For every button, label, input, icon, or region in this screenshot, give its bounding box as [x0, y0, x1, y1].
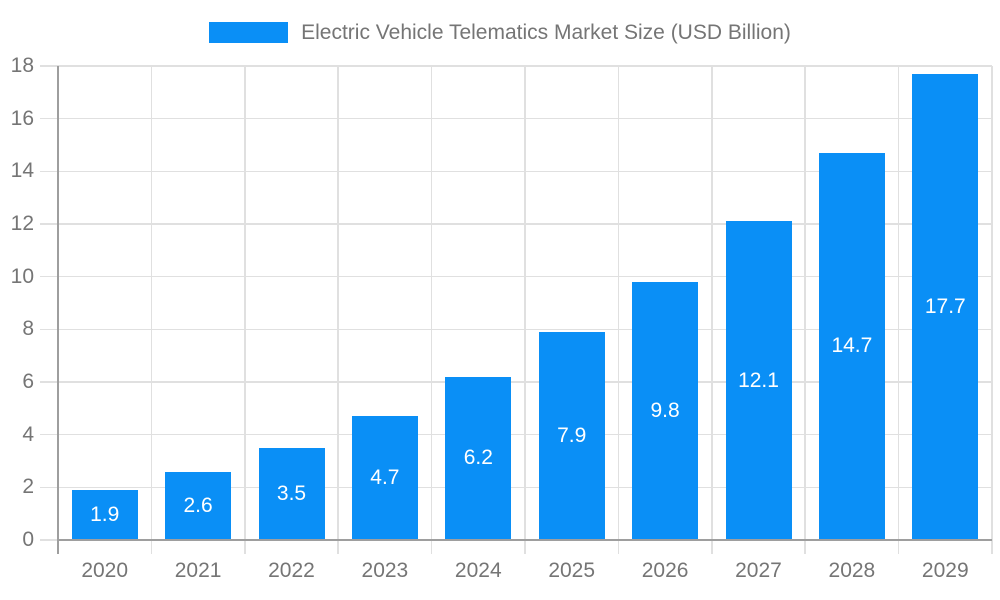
x-axis-tick-label: 2024: [454, 559, 502, 582]
x-gridline: [711, 66, 713, 554]
y-axis-tick-label: 12: [10, 212, 34, 235]
y-gridline: [40, 170, 992, 173]
y-gridline: [40, 539, 58, 541]
y-gridline: [40, 117, 992, 120]
x-gridline: [804, 66, 806, 554]
bar-value-label: 14.7: [831, 334, 873, 358]
bar: 14.7: [818, 152, 885, 540]
legend-color-swatch: [209, 22, 289, 43]
y-gridline: [40, 275, 992, 278]
y-axis-tick-label: 2: [22, 475, 34, 499]
y-gridline: [40, 486, 992, 489]
x-gridline: [150, 66, 153, 554]
y-axis-tick-label: 18: [10, 54, 34, 77]
x-gridline: [897, 66, 900, 554]
y-axis-tick-label: 8: [22, 317, 34, 341]
y-axis-tick-label: 16: [10, 106, 34, 130]
bar-value-label: 12.1: [738, 368, 779, 392]
bar-value-label: 17.7: [924, 294, 966, 318]
bar: 1.9: [71, 489, 138, 540]
bar: 2.6: [165, 471, 232, 540]
bar-value-label: 4.7: [370, 466, 400, 490]
x-axis-tick-label: 2028: [828, 559, 876, 582]
x-gridline: [244, 66, 246, 554]
bar: 6.2: [445, 376, 512, 540]
y-gridline: [40, 328, 992, 331]
y-axis-tick-label: 4: [22, 422, 34, 446]
bar: 9.8: [632, 281, 699, 540]
y-gridline: [40, 65, 992, 67]
x-axis-tick-label: 2029: [921, 559, 969, 582]
legend: Electric Vehicle Telematics Market Size …: [0, 21, 1000, 44]
y-gridline: [40, 223, 992, 225]
y-axis-tick-label: 10: [10, 264, 34, 288]
y-axis-tick-label: 0: [22, 528, 34, 551]
y-axis-line: [57, 66, 59, 554]
x-axis-line: [58, 539, 992, 541]
bar-value-label: 3.5: [276, 481, 307, 505]
x-axis-tick-label: 2027: [735, 559, 782, 582]
bar: 3.5: [258, 447, 325, 540]
y-gridline: [40, 433, 992, 436]
bar: 12.1: [725, 221, 792, 540]
bar: 17.7: [912, 73, 979, 540]
legend-label: Electric Vehicle Telematics Market Size …: [301, 21, 791, 44]
x-axis-tick-label: 2020: [81, 559, 129, 582]
bar-value-label: 1.9: [90, 502, 120, 526]
y-gridline: [40, 381, 992, 383]
bar-value-label: 9.8: [650, 398, 680, 422]
y-axis-tick-label: 14: [10, 159, 34, 183]
x-axis-tick-label: 2025: [548, 559, 596, 582]
bar: 7.9: [538, 331, 605, 540]
bar-value-label: 7.9: [557, 423, 587, 447]
x-gridline: [337, 66, 339, 554]
y-axis-tick-label: 6: [22, 370, 34, 393]
x-axis-tick-label: 2026: [641, 559, 689, 582]
x-axis-tick-label: 2023: [361, 559, 409, 582]
x-axis-tick-label: 2021: [174, 559, 222, 582]
x-gridline: [430, 66, 433, 554]
x-gridline: [991, 66, 993, 554]
bar: 4.7: [351, 416, 418, 540]
x-gridline: [617, 66, 620, 554]
bar-value-label: 2.6: [183, 493, 213, 517]
x-gridline: [524, 66, 526, 554]
x-axis-tick-label: 2022: [268, 559, 315, 582]
bar-value-label: 6.2: [463, 446, 493, 470]
